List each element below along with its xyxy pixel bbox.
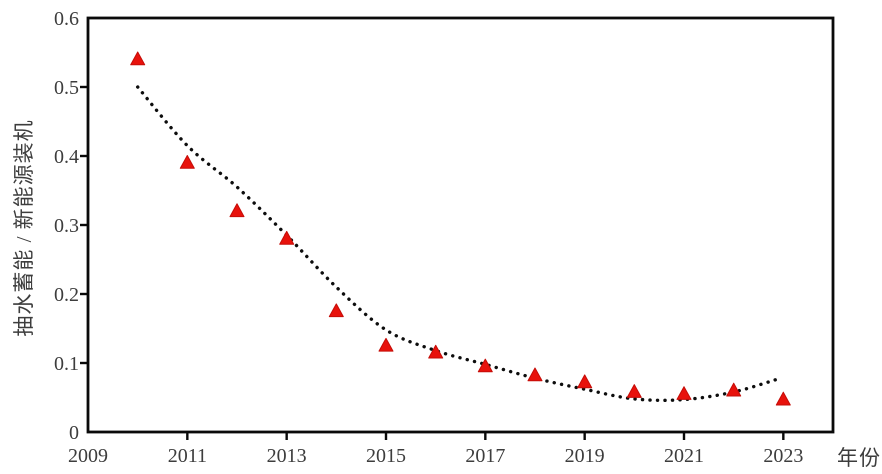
y-tick-label: 0.2 bbox=[54, 284, 79, 306]
y-tick-label: 0.4 bbox=[54, 146, 79, 168]
y-tick-label: 0.3 bbox=[54, 215, 79, 237]
data-point-triangle bbox=[726, 382, 742, 397]
data-point-triangle bbox=[130, 51, 146, 66]
data-point-triangle bbox=[676, 386, 692, 400]
x-tick-label: 2017 bbox=[465, 445, 505, 467]
x-tick-label: 2021 bbox=[664, 445, 704, 467]
y-axis-title: 抽水蓄能 / 新能源装机 bbox=[12, 119, 36, 337]
x-tick-label: 2019 bbox=[565, 445, 605, 467]
data-point-triangle bbox=[527, 367, 543, 382]
plot-border bbox=[86, 16, 835, 434]
data-point-triangle bbox=[279, 230, 295, 245]
data-point-triangle bbox=[179, 155, 195, 169]
data-point-triangle bbox=[229, 203, 245, 218]
data-point-triangle bbox=[577, 374, 593, 389]
x-tick-label: 2023 bbox=[763, 445, 803, 467]
data-point-triangle bbox=[428, 344, 444, 359]
x-tick-label: 2015 bbox=[366, 445, 406, 467]
data-point-triangle bbox=[378, 337, 394, 352]
y-tick-label: 0.6 bbox=[54, 8, 79, 30]
data-point-triangle bbox=[626, 384, 642, 398]
y-tick-label: 0.1 bbox=[54, 353, 79, 375]
data-point-triangle bbox=[477, 358, 493, 373]
y-tick-label: 0 bbox=[69, 422, 79, 444]
x-tick-label: 2009 bbox=[68, 445, 108, 467]
x-axis-title: 年份 bbox=[837, 446, 881, 470]
y-tick-label: 0.5 bbox=[54, 77, 79, 99]
x-tick-label: 2011 bbox=[168, 445, 207, 467]
data-point-triangle bbox=[775, 391, 791, 406]
trendline-path bbox=[136, 85, 781, 403]
data-point-triangle bbox=[328, 303, 344, 318]
x-tick-label: 2013 bbox=[267, 445, 307, 467]
